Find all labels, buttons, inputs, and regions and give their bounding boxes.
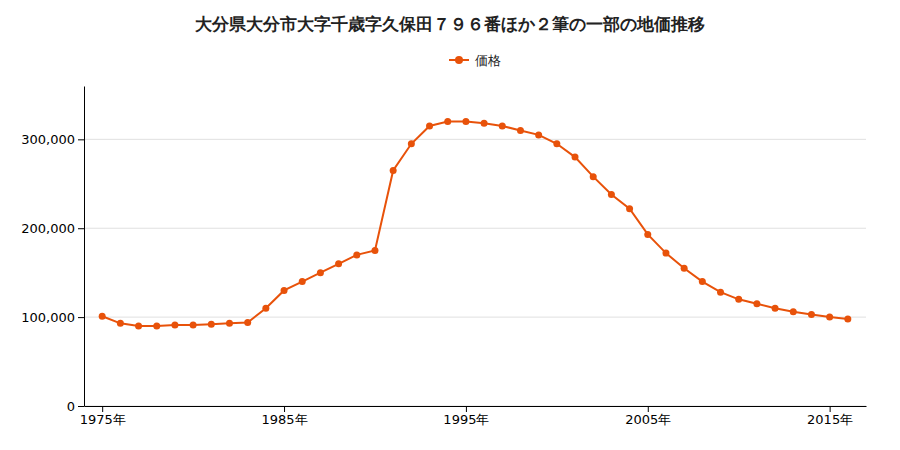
point [444,118,451,125]
y-tick: 300,000 [21,132,84,147]
point [353,251,360,258]
grid-line [84,406,866,407]
legend-marker [455,56,463,64]
point [608,191,615,198]
y-tick-mark [78,317,84,318]
point [844,315,851,322]
point [244,319,251,326]
legend-item: 価格 [449,53,501,68]
y-tick-label: 100,000 [21,310,75,325]
y-tick: 100,000 [21,310,84,325]
point [626,205,633,212]
legend: 価格 [449,53,501,68]
x-axis: 1975年 1985年 1995年 2005年 2015年 [80,406,867,427]
point [826,314,833,321]
y-tick-label: 300,000 [21,132,75,147]
grid [84,139,866,406]
line [102,122,848,326]
x-tick-label: 1995年 [443,412,489,427]
x-tick-mark [102,406,103,412]
plot: 1975年 1985年 1995年 2005年 2015年 0 100,000 200,000… [21,87,866,428]
point [572,154,579,161]
title: 大分県大分市大字千歳字久保田７９６番ほか２筆の一部の地価推移 [195,14,705,34]
x-tick-label: 1975年 [80,412,126,427]
point [281,287,288,294]
point [317,269,324,276]
point [226,320,233,327]
point [371,247,378,254]
x-tick: 1975年 [80,406,126,427]
point [262,305,269,312]
point [99,313,106,320]
point [299,278,306,285]
point [790,308,797,315]
x-tick: 2015年 [807,406,853,427]
x-tick-mark [466,406,467,412]
y-tick: 0 [67,399,84,414]
x-tick-mark [648,406,649,412]
point [499,123,506,130]
point [772,305,779,312]
point [644,231,651,238]
point [681,265,688,272]
grid-line [84,139,866,140]
point [208,321,215,328]
x-tick: 1995年 [443,406,489,427]
point [517,127,524,134]
x-tick: 2005年 [625,406,671,427]
x-tick-label: 2015年 [807,412,853,427]
point [808,311,815,318]
point [590,173,597,180]
point [390,167,397,174]
x-tick-label: 1985年 [261,412,307,427]
x-tick: 1985年 [261,406,307,427]
point [699,278,706,285]
chart: 1975年 1985年 1995年 2005年 2015年 0 100,000 200,000… [0,0,900,450]
x-tick-label: 2005年 [625,412,671,427]
grid-line [84,317,866,318]
y-tick-mark [78,139,84,140]
point [171,322,178,329]
legend-label: 価格 [475,53,501,68]
point [462,118,469,125]
point [190,322,197,329]
point [662,250,669,257]
x-axis-line [85,406,867,407]
y-tick-label: 200,000 [21,221,75,236]
x-tick-mark [830,406,831,412]
point [153,323,160,330]
y-axis-line [84,87,85,407]
point [408,140,415,147]
point [535,131,542,138]
point [753,300,760,307]
y-tick: 200,000 [21,221,84,236]
y-tick-mark [78,228,84,229]
grid-line [84,228,866,229]
point [426,123,433,130]
point [735,296,742,303]
y-axis: 0 100,000 200,000 300,000 [21,87,84,414]
point [117,320,124,327]
y-tick-mark [78,406,84,407]
point [717,289,724,296]
x-tick-mark [284,406,285,412]
y-tick-label: 0 [67,399,75,414]
point [335,260,342,267]
marks [99,118,852,329]
point [135,323,142,330]
point [553,140,560,147]
point [481,120,488,127]
